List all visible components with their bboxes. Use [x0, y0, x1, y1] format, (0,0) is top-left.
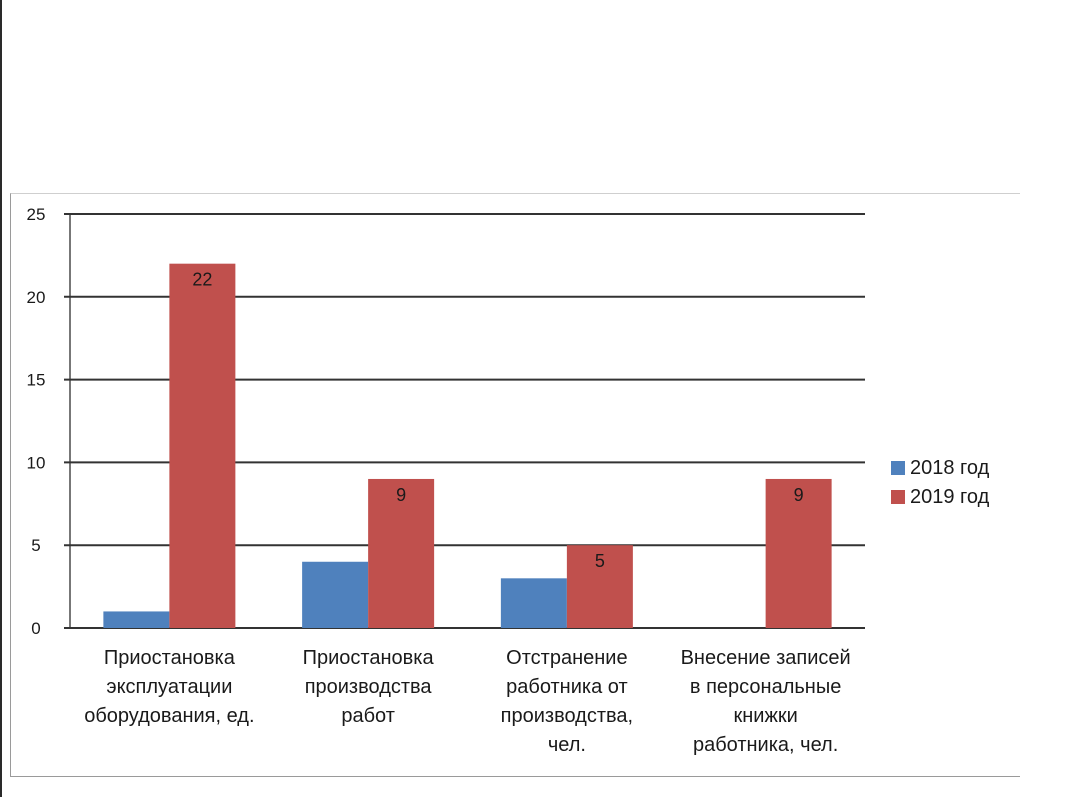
x-category-label: оборудования, ед. [84, 705, 254, 727]
y-tick-label: 25 [27, 205, 46, 224]
data-label: 9 [794, 485, 804, 505]
x-category-label: Приостановка [104, 647, 236, 669]
chart-frame [10, 193, 1020, 777]
x-category-label: Отстранение [506, 647, 627, 669]
x-category-label: книжки [733, 705, 797, 727]
y-tick-label: 5 [31, 536, 40, 555]
legend-swatch [891, 490, 905, 504]
y-tick-label: 10 [27, 453, 46, 472]
bar [765, 478, 832, 628]
data-label: 5 [595, 551, 605, 571]
x-category-label: производства, [501, 705, 633, 727]
x-category-label: Приостановка [303, 647, 435, 669]
x-category-label: производства [305, 676, 433, 698]
page-left-border [0, 0, 2, 797]
x-category-label: работ [341, 705, 395, 727]
x-category-label: чел. [548, 734, 586, 756]
x-category-label: работника, чел. [693, 734, 838, 756]
bar [103, 611, 170, 628]
y-tick-label: 20 [27, 288, 46, 307]
x-category-label: в персональные [690, 676, 841, 698]
bar [368, 478, 435, 628]
data-label: 9 [396, 485, 406, 505]
x-category-label: Внесение записей [681, 647, 851, 669]
legend-label: 2018 год [910, 457, 990, 479]
data-label: 22 [192, 270, 212, 290]
bar [500, 578, 567, 628]
bar [566, 545, 633, 628]
legend-swatch [891, 461, 905, 475]
y-tick-label: 15 [27, 371, 46, 390]
y-tick-label: 0 [31, 619, 40, 638]
bar [302, 561, 369, 628]
bar [169, 263, 236, 628]
x-category-label: эксплуатации [106, 676, 232, 698]
legend-label: 2019 год [910, 486, 990, 508]
x-category-label: работника от [506, 676, 627, 698]
